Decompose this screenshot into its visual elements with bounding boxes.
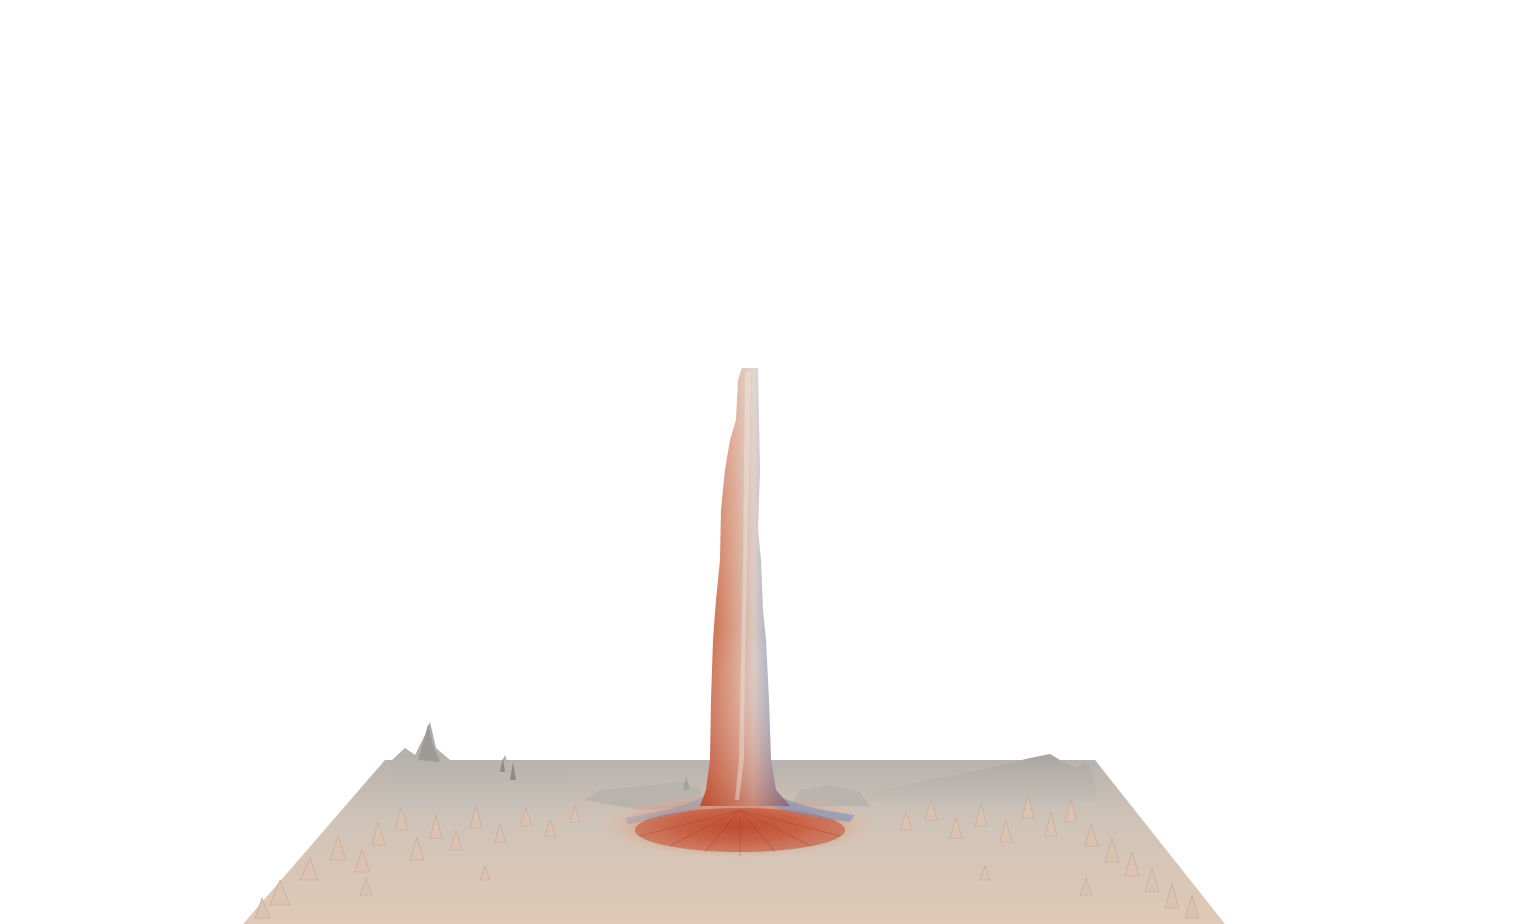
peak-base-streaks xyxy=(639,809,841,856)
thin-spike-mid xyxy=(683,776,690,790)
thin-spike-left-2 xyxy=(510,762,516,780)
surface-bumps xyxy=(254,794,1200,919)
central-peak-highlight xyxy=(735,372,750,800)
thin-spike-left xyxy=(500,758,505,772)
back-ridge-right xyxy=(850,754,1098,808)
peak-base-cool-flare xyxy=(768,790,855,822)
back-ridge-left xyxy=(385,722,580,808)
back-ridge-left-peak xyxy=(418,724,440,762)
peak-base-cool-flare-left xyxy=(625,792,712,824)
central-peak-shade xyxy=(700,368,790,806)
